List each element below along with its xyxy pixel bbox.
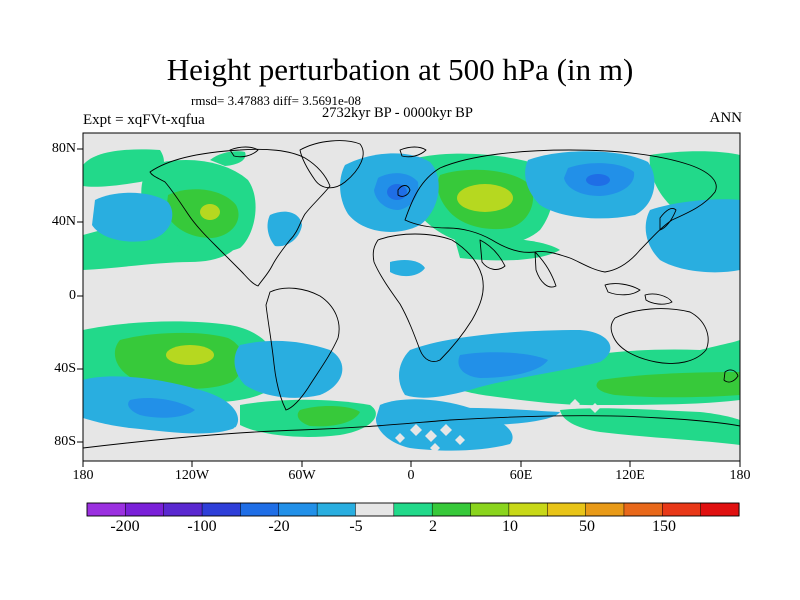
map-field: [83, 133, 740, 461]
colorbar-label: 150: [652, 518, 676, 535]
colorbar-frame: [86, 502, 740, 517]
period-text: 2732kyr BP - 0000kyr BP: [322, 105, 473, 121]
lon-label-0: 0: [407, 468, 415, 483]
colorbar-swatch: [278, 502, 318, 517]
colorbar-swatch: [585, 502, 625, 517]
map-title: Height perturbation at 500 hPa (in m): [166, 52, 634, 87]
colorbar-swatch: [470, 502, 510, 517]
colorbar-label: 2: [429, 518, 437, 535]
colorbar-swatch: [662, 502, 702, 517]
lon-label-180w: 180: [72, 468, 94, 483]
lat-label-80n: 80N: [51, 141, 76, 156]
lat-label-40s: 40S: [54, 361, 76, 376]
lat-label-80s: 80S: [54, 434, 76, 449]
colorbar-label: -200: [110, 518, 140, 535]
colorbar-label: -20: [268, 518, 290, 535]
lon-label-120w: 120W: [174, 468, 210, 483]
colorbar-swatch: [393, 502, 433, 517]
colorbar-label: -100: [187, 518, 217, 535]
lon-label-180e: 180: [729, 468, 751, 483]
positive-anomaly-peak: [166, 184, 513, 365]
colorbar: [86, 502, 740, 517]
experiment-label: Expt = xqFVt-xqfua: [83, 112, 205, 128]
colorbar-swatch: [125, 502, 165, 517]
colorbar-swatch: [316, 502, 357, 517]
lon-label-60e: 60E: [509, 468, 533, 483]
colorbar-label: 10: [502, 518, 518, 535]
colorbar-swatch: [86, 502, 126, 517]
season-label: ANN: [709, 110, 743, 126]
lat-label-40n: 40N: [51, 214, 76, 229]
antarctic-speckle: [230, 399, 600, 453]
colorbar-swatch: [431, 502, 472, 517]
lon-label-60w: 60W: [288, 468, 316, 483]
colorbar-swatch: [508, 502, 548, 517]
stats-text: rmsd= 3.47883 diff= 3.5691e-08: [191, 93, 362, 108]
coastlines: [83, 140, 740, 461]
colorbar-swatch: [546, 502, 587, 517]
axis-ticks: [77, 148, 741, 467]
colorbar-swatch: [163, 502, 203, 517]
lat-label-0: 0: [69, 288, 76, 303]
colorbar-swatch: [201, 502, 241, 517]
lon-label-120e: 120E: [615, 468, 645, 483]
colorbar-label: -5: [349, 518, 363, 535]
colorbar-swatch: [240, 502, 280, 517]
colorbar-swatch: [355, 502, 395, 517]
colorbar-swatch: [700, 502, 740, 517]
colorbar-swatch: [623, 502, 663, 517]
colorbar-label: 50: [579, 518, 595, 535]
